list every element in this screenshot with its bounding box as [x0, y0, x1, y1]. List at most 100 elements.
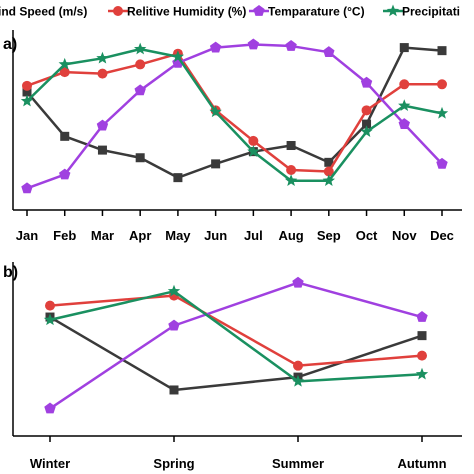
- x-tick-label: Nov: [392, 228, 417, 243]
- series-temperature: [44, 276, 428, 414]
- data-point-temperature: [21, 182, 33, 194]
- x-tick-label: Oct: [356, 228, 378, 243]
- data-point-wind_speed: [169, 385, 179, 395]
- data-point-humidity: [361, 105, 372, 116]
- x-tick-label: Aug: [278, 228, 303, 243]
- data-point-wind_speed: [60, 131, 70, 141]
- data-point-wind_speed: [399, 43, 409, 53]
- x-tick-label: Sep: [317, 228, 341, 243]
- series-wind_speed: [22, 43, 447, 183]
- x-tick-label: Mar: [91, 228, 114, 243]
- data-point-wind_speed: [97, 145, 107, 155]
- x-tick-label: Winter: [30, 456, 70, 471]
- series-line-temperature: [26, 43, 443, 190]
- series-wind_speed: [45, 312, 427, 395]
- data-point-temperature: [168, 319, 180, 331]
- x-tick-label: Jan: [16, 228, 38, 243]
- data-point-temperature: [209, 41, 222, 53]
- series-precipitation: [20, 42, 449, 186]
- data-point-temperature: [134, 84, 146, 96]
- data-point-humidity: [45, 300, 55, 311]
- panel-label: b): [3, 264, 18, 281]
- panel-a: a) Jan Feb Mar Apr May Jun Jul Aug Sep Oct Nov Dec: [3, 30, 462, 243]
- data-point-precipitation: [209, 105, 222, 118]
- x-tick-label: Jul: [244, 228, 263, 243]
- series-line-precipitation: [49, 290, 423, 383]
- data-point-precipitation: [171, 50, 185, 63]
- x-tick-label: Feb: [53, 228, 76, 243]
- series-precipitation: [43, 284, 429, 387]
- data-point-wind_speed: [173, 173, 183, 183]
- data-point-precipitation: [96, 51, 109, 64]
- data-point-precipitation: [20, 94, 34, 107]
- data-point-humidity: [59, 67, 70, 78]
- data-point-humidity: [417, 350, 427, 361]
- data-point-precipitation: [360, 125, 373, 137]
- series-line-wind_speed: [26, 46, 443, 179]
- series-line-humidity: [26, 52, 442, 173]
- series-temperature: [21, 38, 448, 194]
- data-point-temperature: [247, 38, 260, 50]
- data-point-humidity: [323, 166, 334, 177]
- panel-b: b) Winter Spring Summer Autumn: [3, 262, 462, 471]
- series-line-wind_speed: [49, 315, 423, 392]
- data-point-precipitation: [322, 174, 335, 186]
- data-point-temperature: [436, 157, 448, 169]
- data-point-wind_speed: [135, 153, 145, 163]
- data-point-temperature: [398, 118, 410, 129]
- x-tick-label: May: [165, 228, 191, 243]
- data-point-precipitation: [247, 145, 260, 157]
- data-point-precipitation: [415, 367, 429, 380]
- legend-marker-humidity: [113, 6, 123, 16]
- legend-label-precipitation: Precipitati: [402, 5, 460, 19]
- series-humidity: [45, 290, 427, 371]
- data-point-wind_speed: [324, 157, 334, 167]
- legend-marker-precipitation: [386, 4, 400, 17]
- data-point-humidity: [248, 135, 259, 146]
- x-tick-label: Summer: [272, 456, 324, 471]
- legend: ind Speed (m/s) Relitive Humidity (%) Temp…: [0, 4, 460, 19]
- data-point-wind_speed: [417, 331, 427, 341]
- data-point-precipitation: [398, 99, 411, 111]
- legend-label-temperature: Temparature (°C): [268, 5, 365, 19]
- x-tick-label: Dec: [430, 228, 454, 243]
- data-point-humidity: [22, 80, 32, 91]
- series-line-precipitation: [26, 47, 443, 182]
- legend-label-wind_speed: ind Speed (m/s): [0, 5, 87, 19]
- data-point-temperature: [285, 40, 297, 51]
- data-point-temperature: [59, 168, 71, 180]
- data-point-humidity: [399, 79, 410, 90]
- data-point-precipitation: [167, 284, 181, 297]
- data-point-precipitation: [58, 57, 71, 70]
- data-point-precipitation: [284, 174, 298, 186]
- data-point-humidity: [286, 164, 297, 175]
- data-point-wind_speed: [362, 119, 372, 129]
- legend-label-humidity: Relitive Humidity (%): [127, 5, 246, 19]
- data-point-humidity: [437, 79, 447, 90]
- data-point-wind_speed: [22, 87, 32, 97]
- data-point-precipitation: [134, 42, 147, 55]
- data-point-temperature: [292, 276, 304, 288]
- data-point-temperature: [416, 311, 428, 322]
- data-point-wind_speed: [286, 141, 296, 151]
- data-point-wind_speed: [437, 46, 447, 56]
- x-tick-label: Apr: [129, 228, 151, 243]
- series-line-humidity: [49, 294, 423, 367]
- data-point-humidity: [97, 68, 108, 79]
- panel-label: a): [3, 36, 17, 53]
- data-point-temperature: [323, 46, 335, 58]
- series-line-temperature: [49, 281, 423, 410]
- x-tick-label: Jun: [204, 228, 227, 243]
- data-point-humidity: [135, 59, 146, 70]
- data-point-temperature: [360, 76, 373, 88]
- data-point-temperature: [96, 119, 109, 131]
- data-point-precipitation: [43, 313, 57, 326]
- data-point-precipitation: [435, 106, 449, 119]
- x-tick-label: Autumn: [397, 456, 446, 471]
- legend-marker-temperature: [253, 5, 265, 16]
- data-point-humidity: [293, 360, 303, 371]
- data-point-temperature: [44, 402, 56, 414]
- data-point-precipitation: [291, 374, 305, 387]
- x-tick-label: Spring: [153, 456, 194, 471]
